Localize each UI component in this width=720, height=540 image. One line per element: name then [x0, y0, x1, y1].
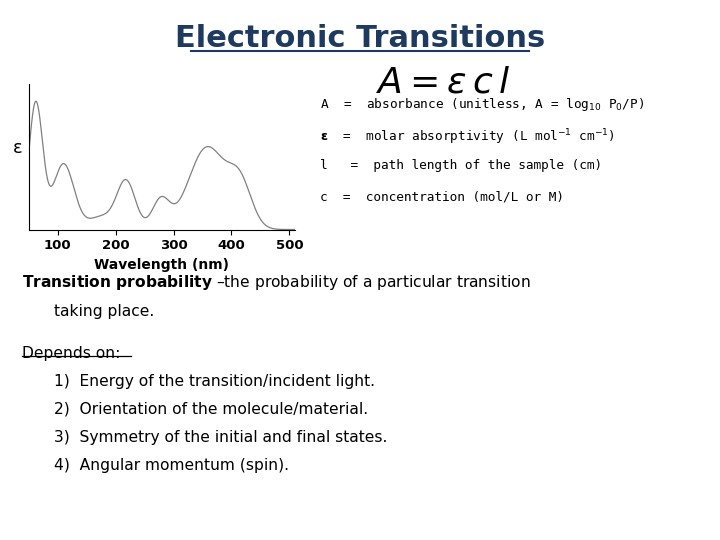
Text: l   =  path length of the sample (cm): l = path length of the sample (cm) — [320, 159, 603, 172]
Text: 4)  Angular momentum (spin).: 4) Angular momentum (spin). — [54, 458, 289, 473]
Text: taking place.: taking place. — [54, 304, 154, 319]
Text: $\boldsymbol{\varepsilon}$  =  molar absorptivity (L mol$^{-1}$ cm$^{-1}$): $\boldsymbol{\varepsilon}$ = molar absor… — [320, 127, 615, 147]
Text: A  =  absorbance (unitless, A = log$_{10}$ P$_0$/P): A = absorbance (unitless, A = log$_{10}$… — [320, 96, 644, 113]
Text: 3)  Symmetry of the initial and final states.: 3) Symmetry of the initial and final sta… — [54, 430, 387, 445]
Text: $\mathbf{Transition\ probability}$ –the probability of a particular transition: $\mathbf{Transition\ probability}$ –the … — [22, 273, 530, 292]
Text: c  =  concentration (mol/L or M): c = concentration (mol/L or M) — [320, 190, 564, 203]
Text: 2)  Orientation of the molecule/material.: 2) Orientation of the molecule/material. — [54, 402, 368, 417]
Text: Depends on:: Depends on: — [22, 346, 120, 361]
Text: Electronic Transitions: Electronic Transitions — [175, 24, 545, 53]
Text: $A = \varepsilon\, c\, \mathit{l}$: $A = \varepsilon\, c\, \mathit{l}$ — [376, 66, 510, 100]
X-axis label: Wavelength (nm): Wavelength (nm) — [94, 258, 230, 272]
Y-axis label: ε: ε — [13, 139, 22, 157]
Text: 1)  Energy of the transition/incident light.: 1) Energy of the transition/incident lig… — [54, 374, 375, 389]
